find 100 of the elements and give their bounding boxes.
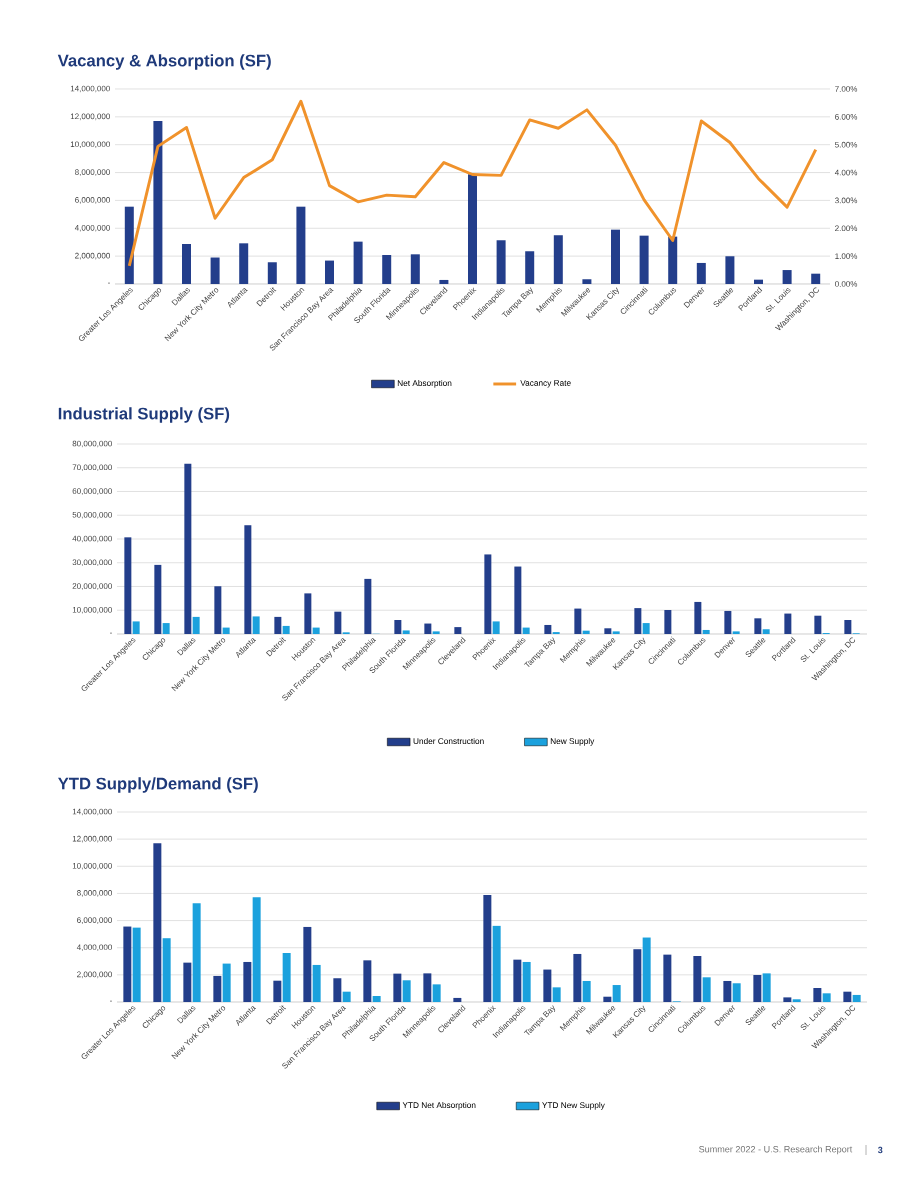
bar bbox=[267, 262, 277, 284]
bar bbox=[496, 240, 506, 284]
bar bbox=[604, 628, 612, 634]
bar bbox=[694, 601, 702, 634]
bar bbox=[252, 616, 260, 634]
bar bbox=[753, 974, 762, 1002]
bar bbox=[432, 631, 440, 634]
bar bbox=[696, 262, 706, 284]
text: Summer 2022 - U.S. Research Report bbox=[699, 1145, 853, 1155]
bar bbox=[522, 627, 530, 634]
bar bbox=[132, 621, 140, 634]
bar bbox=[162, 938, 171, 1002]
bar bbox=[522, 961, 531, 1002]
bar bbox=[372, 996, 381, 1002]
bar bbox=[573, 953, 582, 1002]
y-tick-label: 10,000,000 bbox=[70, 141, 110, 148]
bar bbox=[492, 925, 501, 1002]
bar bbox=[334, 611, 342, 634]
y-tick-label: 20,000,000 bbox=[72, 583, 112, 590]
legend-label: Vacancy Rate bbox=[520, 380, 571, 388]
y2-tick-label: 2.00% bbox=[835, 225, 858, 232]
y-tick-label: 80,000,000 bbox=[72, 440, 112, 448]
y-tick-label: 8,000,000 bbox=[75, 169, 110, 176]
bar bbox=[483, 894, 492, 1002]
y-tick-label: 10,000,000 bbox=[72, 606, 112, 614]
y2-tick-label: 5.00% bbox=[835, 141, 858, 148]
bar bbox=[663, 954, 672, 1002]
bar bbox=[639, 235, 649, 284]
bar bbox=[132, 927, 141, 1002]
bar bbox=[364, 578, 372, 634]
bar bbox=[244, 525, 252, 634]
bar bbox=[210, 257, 220, 284]
bar bbox=[664, 610, 672, 634]
y-tick-label: - bbox=[107, 282, 110, 284]
bar bbox=[282, 953, 291, 1002]
bar bbox=[754, 279, 764, 284]
y-tick-label: - bbox=[109, 632, 112, 634]
y-tick-label: 8,000,000 bbox=[77, 890, 112, 897]
y2-tick-label: 3.00% bbox=[835, 197, 858, 204]
y-tick-label: 14,000,000 bbox=[70, 85, 110, 93]
bar bbox=[192, 616, 200, 634]
bar bbox=[725, 256, 735, 284]
bar bbox=[783, 997, 792, 1002]
bar bbox=[239, 243, 249, 284]
legend-label: Net Absorption bbox=[397, 380, 452, 388]
y-tick-label: 2,000,000 bbox=[77, 971, 112, 979]
y2-tick-label: 0.00% bbox=[835, 281, 858, 287]
legend-label: YTD Net Absorption bbox=[402, 1102, 476, 1110]
bar bbox=[124, 206, 134, 284]
y2-tick-label: 4.00% bbox=[834, 169, 858, 176]
bar bbox=[162, 623, 170, 634]
bar bbox=[252, 897, 261, 1002]
y-tick-label: 6,000,000 bbox=[77, 917, 112, 924]
bar bbox=[792, 999, 801, 1002]
bar bbox=[762, 629, 770, 634]
chart-title: YTD Supply/Demand (SF) bbox=[58, 777, 258, 793]
y2-tick-label: 1.00% bbox=[835, 253, 858, 259]
bar bbox=[222, 627, 230, 634]
y-tick-label: 50,000,000 bbox=[72, 511, 112, 519]
text: 3 bbox=[877, 1146, 883, 1154]
bar bbox=[153, 843, 162, 1002]
bar bbox=[468, 174, 477, 284]
bar bbox=[303, 926, 312, 1002]
bar bbox=[784, 613, 792, 634]
bar bbox=[642, 623, 650, 634]
bar bbox=[525, 251, 535, 284]
y-tick-label: 10,000,000 bbox=[72, 862, 112, 870]
bar bbox=[214, 586, 222, 634]
line-series bbox=[127, 99, 818, 268]
bar bbox=[732, 631, 740, 634]
bar bbox=[184, 463, 192, 634]
bar bbox=[782, 270, 792, 284]
bar bbox=[543, 969, 552, 1002]
bar bbox=[484, 554, 492, 634]
bar bbox=[732, 983, 741, 1002]
y-tick-label: 60,000,000 bbox=[72, 488, 112, 495]
bar bbox=[213, 975, 222, 1002]
legend-label: YTD New Supply bbox=[542, 1102, 605, 1110]
y-tick-label: 14,000,000 bbox=[72, 808, 112, 816]
bar bbox=[612, 985, 621, 1002]
bar bbox=[668, 236, 678, 284]
bar bbox=[814, 615, 822, 634]
bar bbox=[153, 121, 163, 284]
bar bbox=[843, 991, 852, 1002]
y-tick-label: 4,000,000 bbox=[74, 224, 110, 232]
bar bbox=[325, 260, 334, 284]
bar bbox=[312, 627, 320, 634]
chart-title: Vacancy & Absorption (SF) bbox=[57, 54, 271, 70]
bar bbox=[363, 960, 372, 1002]
bar bbox=[513, 959, 522, 1002]
bar bbox=[693, 955, 702, 1002]
bar bbox=[394, 619, 402, 634]
bar bbox=[304, 593, 312, 634]
bar bbox=[723, 980, 732, 1002]
bar bbox=[852, 994, 861, 1002]
bar bbox=[492, 621, 500, 634]
bar bbox=[154, 564, 162, 634]
y-tick-label: 4,000,000 bbox=[76, 944, 112, 952]
bar bbox=[612, 631, 620, 634]
bar bbox=[582, 630, 590, 634]
